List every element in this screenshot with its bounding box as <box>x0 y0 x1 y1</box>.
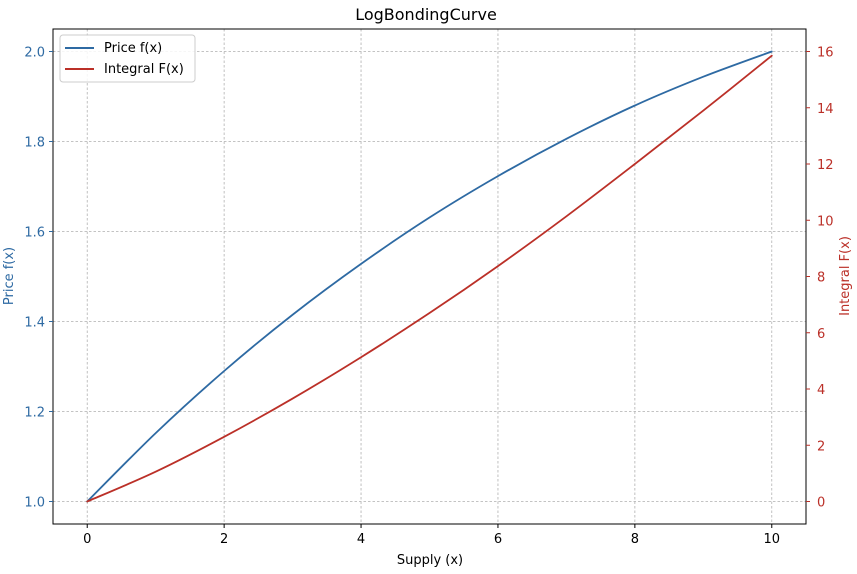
y-right-tick-label-5: 10 <box>817 214 834 229</box>
y-right-tick-label-3: 6 <box>817 327 825 342</box>
x-tick-label-1: 2 <box>220 532 228 547</box>
y-right-tick-label-6: 12 <box>817 158 834 173</box>
legend-box <box>59 34 196 83</box>
y-right-tick-label-0: 0 <box>817 496 825 511</box>
x-tick-label-2: 4 <box>357 532 365 547</box>
chart-title: LogBondingCurve <box>355 5 497 24</box>
x-tick-label-0: 0 <box>83 532 91 547</box>
legend-label-price: Price f(x) <box>104 41 162 56</box>
y-left-tick-label-5: 2.0 <box>24 46 45 61</box>
y-left-tick-label-2: 1.4 <box>24 316 45 331</box>
y-left-tick-label-1: 1.2 <box>24 406 45 421</box>
y-left-tick-label-0: 1.0 <box>24 496 45 511</box>
x-axis-title: Supply (x) <box>397 553 463 568</box>
y-left-tick-label-3: 1.6 <box>24 226 45 241</box>
x-tick-label-5: 10 <box>763 532 780 547</box>
y-right-tick-label-1: 2 <box>817 439 825 454</box>
y-right-tick-label-4: 8 <box>817 271 825 286</box>
legend: Price f(x) Integral F(x) <box>59 34 196 83</box>
y-axis-right-title: Integral F(x) <box>838 236 853 316</box>
series-line-1 <box>86 54 773 503</box>
y-right-tick-label-8: 16 <box>817 46 834 61</box>
y-right-tick-label-2: 4 <box>817 383 825 398</box>
series-layer <box>86 50 773 503</box>
y-right-tick-label-7: 14 <box>817 102 834 117</box>
series-line-0 <box>86 50 773 503</box>
ticks: 0 2 4 6 8 10 1.0 1.2 1.4 1.6 1.8 2.0 0 2 4 6 8 10 12 14 16 <box>24 46 833 548</box>
y-axis-left-title: Price f(x) <box>2 247 17 305</box>
y-left-tick-label-4: 1.8 <box>24 136 45 151</box>
x-tick-label-3: 6 <box>494 532 502 547</box>
x-tick-label-4: 8 <box>631 532 639 547</box>
legend-label-integral: Integral F(x) <box>104 62 184 77</box>
grid <box>53 29 806 524</box>
